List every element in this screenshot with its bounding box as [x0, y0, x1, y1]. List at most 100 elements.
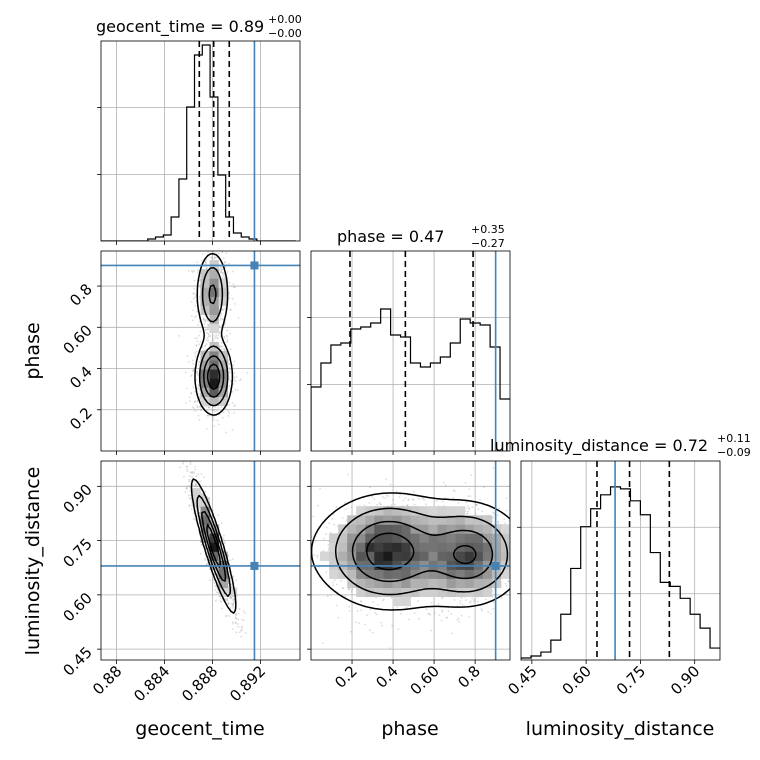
sample-point	[242, 619, 245, 622]
histogram-step	[521, 486, 720, 660]
sample-point	[237, 623, 239, 625]
sample-point	[232, 283, 235, 285]
sample-point	[325, 533, 327, 535]
sample-point	[543, 599, 545, 601]
sample-point	[204, 345, 207, 347]
histogram-step	[311, 308, 510, 451]
sample-point	[505, 509, 508, 512]
sample-point	[457, 502, 460, 504]
sample-point	[237, 625, 240, 628]
density-cell	[200, 369, 210, 379]
density-cell	[209, 269, 219, 279]
sample-point	[391, 624, 393, 627]
sample-point	[184, 490, 187, 493]
sample-point	[204, 557, 207, 560]
sample-point	[471, 506, 474, 508]
sample-point	[234, 388, 237, 391]
sample-point	[378, 502, 381, 504]
sample-point	[194, 518, 197, 521]
sample-point	[202, 495, 205, 498]
sample-point	[196, 261, 199, 264]
contour-line	[198, 266, 229, 407]
sample-point	[316, 556, 319, 558]
sample-point	[201, 247, 203, 249]
sample-point	[213, 581, 216, 584]
sample-point	[222, 309, 224, 311]
sample-point	[300, 483, 302, 485]
y-tick-label: 0.90	[59, 480, 95, 516]
sample-point	[212, 339, 215, 342]
sample-point	[232, 621, 234, 623]
sample-point	[220, 345, 223, 348]
sample-point	[229, 607, 232, 609]
sample-point	[195, 379, 198, 381]
sample-point	[182, 462, 184, 465]
sample-point	[216, 419, 219, 422]
sample-point	[545, 554, 547, 556]
sample-point	[412, 490, 415, 493]
sample-point	[237, 317, 240, 319]
sample-point	[207, 251, 210, 253]
sample-point	[197, 414, 200, 417]
sample-point	[239, 378, 242, 381]
sample-point	[196, 370, 199, 373]
sample-point	[231, 297, 234, 300]
sample-point	[328, 522, 331, 525]
axes-frame	[100, 40, 301, 242]
sample-point	[425, 503, 427, 506]
sample-point	[212, 334, 215, 337]
sample-point	[192, 455, 194, 457]
sample-point	[219, 600, 222, 602]
sample-point	[331, 518, 333, 520]
sample-point	[213, 337, 216, 340]
sample-point	[188, 497, 191, 499]
sample-point	[343, 501, 346, 504]
sample-point	[185, 487, 188, 490]
sample-point	[229, 597, 232, 599]
truth-marker	[250, 261, 259, 270]
sample-point	[193, 292, 196, 295]
sample-point	[413, 612, 416, 614]
sample-point	[224, 308, 227, 310]
sample-point	[217, 252, 220, 255]
sample-point	[313, 554, 315, 557]
sample-point	[224, 260, 227, 263]
x-tick-label: 0.884	[130, 662, 173, 705]
sample-point	[200, 408, 203, 411]
density-cell	[227, 587, 237, 597]
sample-point	[466, 513, 469, 515]
sample-point	[231, 605, 234, 608]
sample-point	[207, 333, 210, 336]
sample-point	[220, 312, 223, 315]
sample-point	[528, 530, 530, 532]
sample-point	[191, 472, 194, 474]
sample-point	[193, 480, 195, 483]
sample-point	[198, 361, 201, 364]
sample-point	[228, 362, 230, 365]
sample-point	[218, 307, 221, 309]
sample-point	[228, 297, 231, 299]
sample-point	[489, 507, 492, 509]
sample-point	[200, 492, 203, 495]
sample-point	[453, 599, 456, 601]
sample-point	[465, 599, 467, 602]
sample-point	[416, 600, 419, 602]
sample-point	[220, 522, 223, 524]
sample-point	[186, 487, 189, 490]
sample-point	[185, 486, 188, 489]
sample-point	[233, 376, 236, 379]
sample-point	[356, 610, 359, 612]
sample-point	[381, 624, 383, 627]
sample-point	[198, 343, 201, 346]
sample-point	[232, 598, 235, 600]
sample-point	[397, 628, 400, 631]
sample-point	[189, 471, 192, 474]
sample-point	[232, 604, 235, 607]
sample-point	[351, 588, 354, 591]
sample-point	[190, 375, 193, 377]
sample-point	[373, 498, 375, 500]
sample-point	[511, 521, 513, 523]
sample-point	[228, 281, 231, 284]
sample-point	[441, 611, 443, 613]
sample-point	[371, 631, 374, 634]
